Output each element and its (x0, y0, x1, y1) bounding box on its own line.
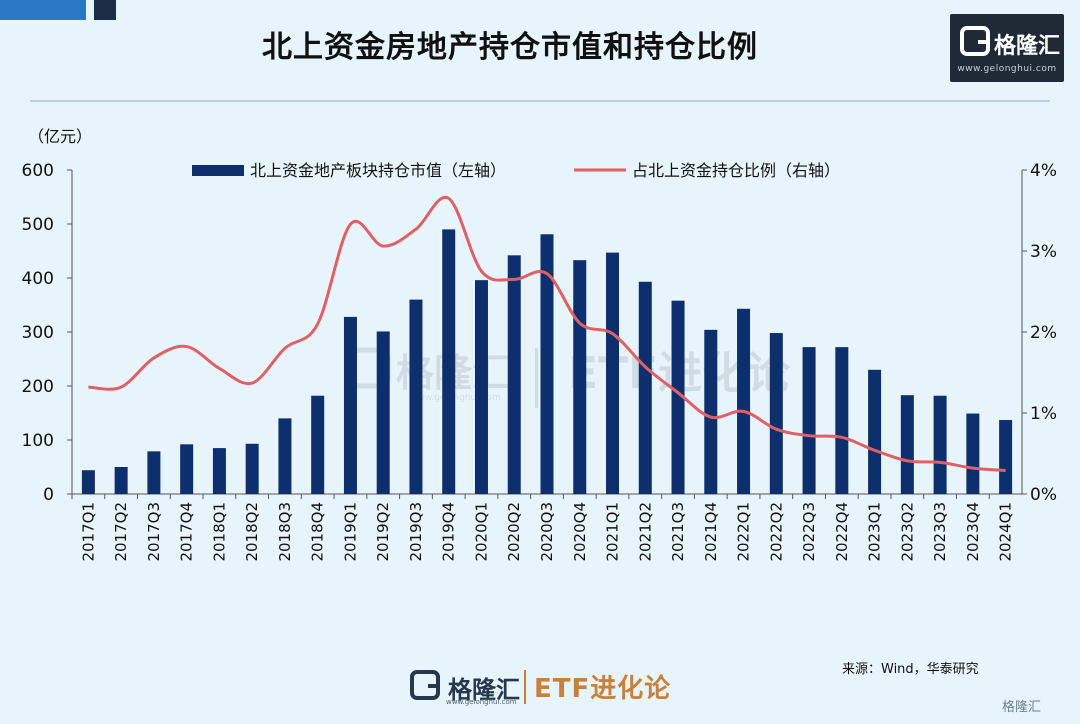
source-note: 来源：Wind，华泰研究 (842, 662, 979, 677)
legend-bar-label: 北上资金地产板块持仓市值（左轴） (250, 161, 506, 180)
bar (769, 333, 783, 494)
right-tick-label: 4% (1030, 161, 1057, 181)
x-tick-label: 2022Q1 (735, 502, 753, 562)
bar (376, 331, 390, 494)
footer-brand-name: 格隆汇 (448, 676, 520, 704)
left-tick-label: 400 (22, 269, 54, 289)
x-tick-label: 2019Q1 (341, 502, 359, 562)
x-tick-label: 2020Q4 (571, 502, 589, 562)
right-tick-label: 3% (1030, 242, 1057, 262)
x-tick-label: 2021Q1 (604, 502, 622, 562)
bar (671, 300, 685, 494)
left-tick-label: 500 (22, 215, 54, 235)
bar (737, 308, 751, 494)
bar (540, 234, 554, 494)
left-tick-label: 100 (22, 431, 54, 451)
bar (147, 451, 161, 494)
left-tick-label: 0 (43, 485, 54, 505)
x-tick-label: 2023Q2 (898, 502, 916, 562)
x-tick-label: 2021Q3 (669, 502, 687, 562)
x-tick-label: 2021Q4 (702, 502, 720, 562)
logo-name: 格隆汇 (994, 34, 1061, 59)
corner-watermark: 格隆汇 (1002, 700, 1042, 715)
ratio-line (88, 195, 1006, 473)
x-tick-label: 2017Q1 (79, 502, 97, 562)
x-tick-label: 2018Q4 (309, 502, 327, 562)
x-tick-label: 2019Q4 (440, 502, 458, 562)
axes: 0 100 200 300 400 500 600 0% 1% 2% 3% 4% 2017Q1 2017Q… (22, 161, 1057, 562)
x-tick-label: 2020Q2 (505, 502, 523, 562)
bar (835, 347, 849, 494)
watermark-divider (535, 348, 538, 408)
left-axis-unit: （亿元） (28, 127, 92, 146)
x-tick-label: 2019Q3 (407, 502, 425, 562)
x-tick-label: 2022Q4 (833, 502, 851, 562)
top-accent-block (94, 0, 116, 20)
x-tick-label: 2018Q1 (210, 502, 228, 562)
brand-logo: 格隆汇 www.gelonghui.com (950, 14, 1064, 82)
bar (868, 369, 882, 494)
left-tick-label: 300 (22, 323, 54, 343)
bar (442, 229, 456, 494)
footer-divider (524, 670, 526, 704)
x-tick-label: 2017Q4 (178, 502, 196, 562)
right-tick-label: 0% (1030, 485, 1057, 505)
bar (311, 395, 325, 494)
top-accent-bar (0, 0, 86, 20)
x-tick-label: 2017Q2 (112, 502, 130, 562)
logo-url: www.gelonghui.com (957, 64, 1057, 74)
x-tick-label: 2023Q4 (964, 502, 982, 562)
legend-line-label: 占北上资金持仓比例（右轴） (632, 161, 840, 180)
chart-title: 北上资金房地产持仓市值和持仓比例 (262, 30, 758, 65)
bar (606, 252, 620, 494)
bar (180, 444, 194, 494)
x-tick-label: 2019Q2 (374, 502, 392, 562)
bar (638, 281, 652, 494)
title-divider (30, 100, 1050, 102)
footer-column-name: ETF进化论 (534, 674, 672, 704)
bar (409, 299, 423, 494)
right-tick-label: 1% (1030, 404, 1057, 424)
x-tick-label: 2023Q1 (866, 502, 884, 562)
x-tick-label: 2017Q3 (145, 502, 163, 562)
footer-brand-url: www.gelonghui.com (446, 698, 517, 706)
bar (245, 443, 259, 494)
x-tick-label: 2018Q2 (243, 502, 261, 562)
right-tick-label: 2% (1030, 323, 1057, 343)
bar (704, 329, 718, 494)
bar (507, 255, 521, 494)
x-tick-label: 2018Q3 (276, 502, 294, 562)
x-tick-label: 2021Q2 (636, 502, 654, 562)
bar (343, 316, 357, 494)
x-tick-label: 2020Q1 (472, 502, 490, 562)
left-tick-label: 200 (22, 377, 54, 397)
x-tick-label: 2024Q1 (997, 502, 1015, 562)
footer-g-icon (410, 670, 440, 700)
bar (114, 467, 128, 494)
logo-g-icon (960, 26, 990, 56)
x-tick-label: 2022Q3 (800, 502, 818, 562)
bar (278, 418, 292, 494)
legend: 北上资金地产板块持仓市值（左轴） 占北上资金持仓比例（右轴） (192, 161, 840, 180)
bar (900, 395, 914, 494)
bar-series (81, 229, 1013, 494)
bar (81, 470, 95, 494)
bar (966, 413, 980, 494)
bar (802, 347, 816, 494)
x-tick-label: 2022Q2 (767, 502, 785, 562)
watermark-url: www.gelonghui.com (410, 393, 501, 403)
line-series (88, 195, 1006, 473)
legend-bar-swatch (192, 165, 244, 176)
bar (573, 260, 587, 494)
bar (999, 420, 1013, 494)
bar (474, 280, 488, 494)
bar (933, 395, 947, 494)
x-tick-label: 2023Q3 (931, 502, 949, 562)
x-tick-label: 2020Q3 (538, 502, 556, 562)
bar (212, 448, 226, 494)
left-tick-label: 600 (22, 161, 54, 181)
